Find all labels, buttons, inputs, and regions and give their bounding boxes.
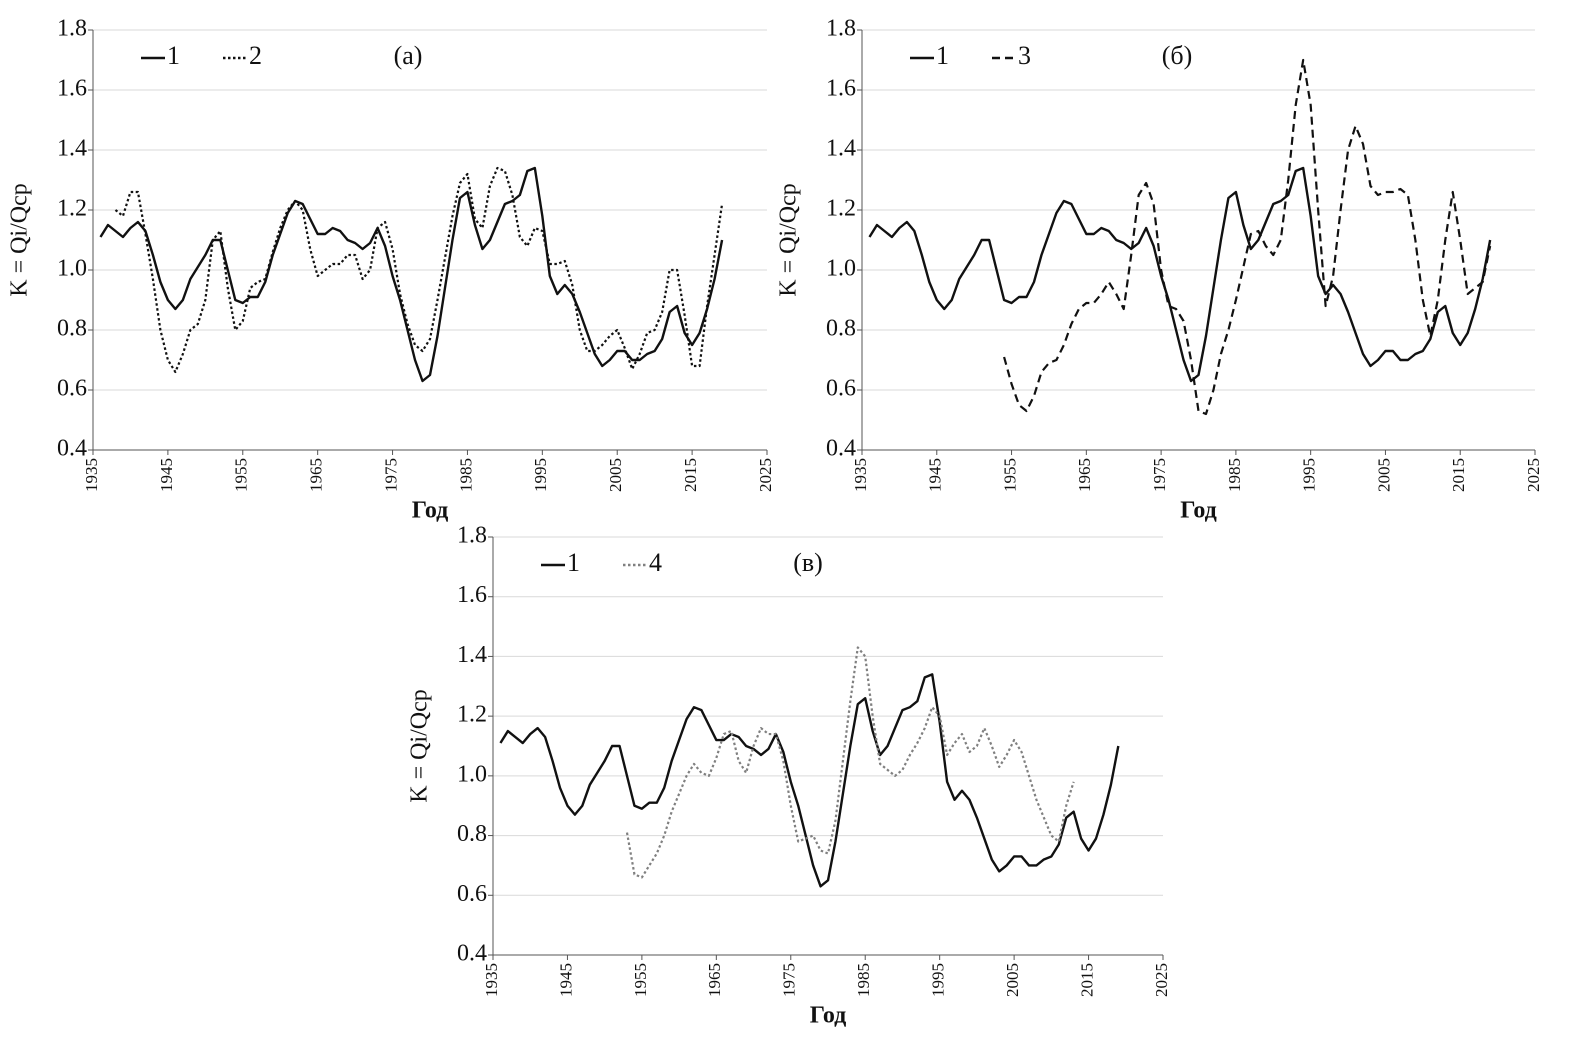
x-tick-label: 1985: [854, 963, 873, 997]
y-tick-label: 1.4: [57, 136, 87, 162]
legend-label: 1: [567, 548, 580, 577]
y-tick-label: 1.4: [826, 136, 856, 162]
y-tick-label: 0.6: [826, 376, 856, 402]
x-tick-label: 1995: [531, 458, 550, 492]
y-tick-label: 1.2: [826, 196, 856, 222]
y-tick-label: 0.4: [57, 436, 87, 462]
x-tick-label: 1985: [1225, 458, 1244, 492]
y-tick-label: 1.0: [457, 761, 487, 787]
x-tick-label: 1965: [307, 458, 326, 492]
y-tick-label: 1.0: [826, 256, 856, 282]
y-tick-label: 1.8: [57, 16, 87, 42]
panel-label: (а): [394, 41, 423, 70]
legend-label: 1: [167, 41, 180, 70]
x-tick-label: 2015: [1077, 963, 1096, 997]
x-tick-label: 1955: [232, 458, 251, 492]
x-tick-label: 1975: [381, 458, 400, 492]
series-line: [625, 646, 1075, 879]
y-tick-label: 1.8: [826, 16, 856, 42]
chart-panel: 0.4 0.6 0.8 1.0 1.2 1.4 1.6 1.8 1935 1945 1955 1965…: [776, 16, 1543, 524]
y-tick-label: 0.6: [457, 881, 487, 907]
x-tick-label: 1965: [705, 963, 724, 997]
x-tick-label: 1995: [929, 963, 948, 997]
y-tick-label: 1.4: [457, 642, 487, 668]
y-tick-label: 1.6: [826, 76, 856, 102]
x-tick-label: 1935: [482, 963, 501, 997]
x-tick-label: 1945: [157, 458, 176, 492]
x-axis-label: Год: [412, 498, 449, 524]
series-line: [499, 673, 1120, 888]
x-tick-label: 1975: [780, 963, 799, 997]
y-tick-label: 0.6: [57, 376, 87, 402]
x-tick-label: 2025: [1152, 963, 1171, 997]
legend-label: 2: [249, 41, 262, 70]
x-tick-label: 2005: [606, 458, 625, 492]
y-axis-label: K = Qi/Qcp: [7, 183, 33, 297]
x-tick-label: 2015: [681, 458, 700, 492]
x-tick-label: 1935: [851, 458, 870, 492]
series-line: [114, 166, 724, 374]
chart-panel: 0.4 0.6 0.8 1.0 1.2 1.4 1.6 1.8 1935 1945 1955 1965…: [7, 16, 775, 524]
x-tick-label: 2025: [1524, 458, 1543, 492]
series-line: [1003, 58, 1492, 416]
y-tick-label: 1.8: [457, 523, 487, 549]
y-tick-label: 1.6: [57, 76, 87, 102]
panel-label: (в): [793, 548, 823, 577]
x-tick-label: 1985: [456, 458, 475, 492]
y-tick-label: 0.8: [57, 316, 87, 342]
y-axis-label: K = Qi/Qcp: [407, 689, 433, 803]
x-tick-label: 1945: [926, 458, 945, 492]
panel-label: (б): [1162, 41, 1193, 70]
x-tick-label: 1935: [82, 458, 101, 492]
y-axis-label: K = Qi/Qcp: [776, 183, 802, 297]
x-axis-label: Год: [1180, 498, 1217, 524]
legend-label: 1: [936, 41, 949, 70]
y-tick-label: 0.8: [457, 821, 487, 847]
y-tick-label: 0.4: [457, 941, 487, 967]
y-tick-label: 1.2: [57, 196, 87, 222]
y-tick-label: 1.2: [457, 702, 487, 728]
x-tick-label: 2025: [756, 458, 775, 492]
y-tick-label: 0.4: [826, 436, 856, 462]
x-axis-label: Год: [810, 1003, 847, 1029]
legend-label: 4: [649, 548, 662, 577]
x-tick-label: 1955: [1000, 458, 1019, 492]
legend-label: 3: [1018, 41, 1031, 70]
series-line: [99, 166, 724, 383]
x-tick-label: 1945: [556, 963, 575, 997]
x-tick-label: 2005: [1374, 458, 1393, 492]
x-tick-label: 2015: [1449, 458, 1468, 492]
series-line: [868, 166, 1492, 383]
x-tick-label: 1995: [1300, 458, 1319, 492]
chart-panel: 0.4 0.6 0.8 1.0 1.2 1.4 1.6 1.8 1935 1945 1955 1965…: [407, 523, 1171, 1029]
x-tick-label: 2005: [1003, 963, 1022, 997]
y-tick-label: 1.6: [457, 582, 487, 608]
y-tick-label: 1.0: [57, 256, 87, 282]
y-tick-label: 0.8: [826, 316, 856, 342]
x-tick-label: 1955: [631, 963, 650, 997]
x-tick-label: 1975: [1150, 458, 1169, 492]
x-tick-label: 1965: [1075, 458, 1094, 492]
